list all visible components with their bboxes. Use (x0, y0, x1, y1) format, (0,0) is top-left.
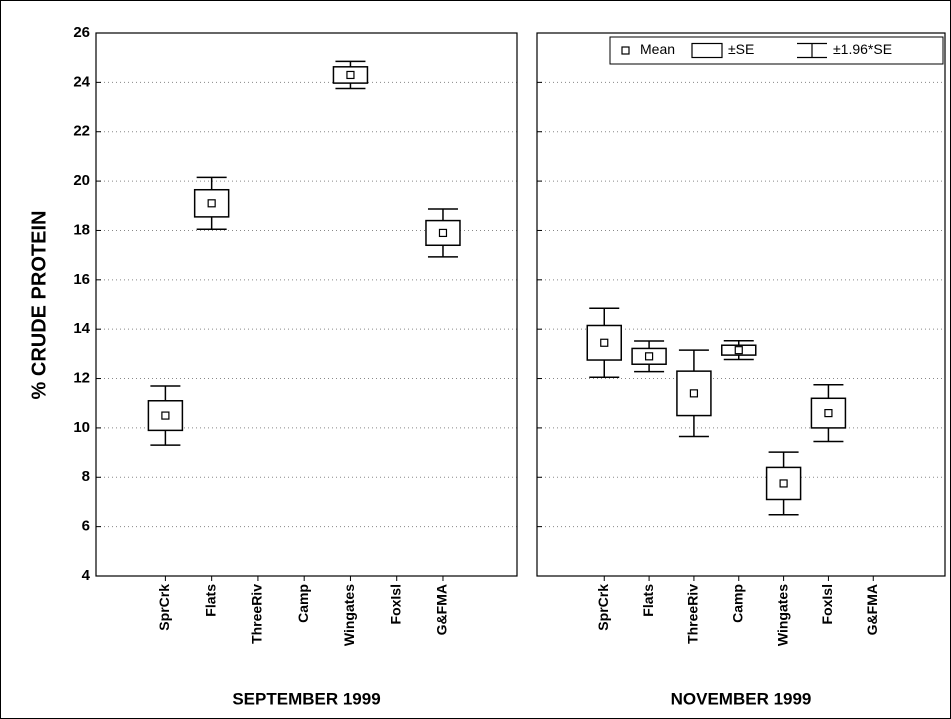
y-tick-label: 10 (73, 419, 90, 436)
x-tick-label: Flats (202, 584, 218, 617)
mean-marker (438, 228, 448, 238)
mean-marker (644, 352, 654, 361)
legend-mean-icon (621, 46, 630, 55)
y-axis-label: % CRUDE PROTEIN (28, 211, 50, 400)
legend-label: ±1.96*SE (833, 41, 892, 57)
y-tick-label: 26 (73, 24, 90, 41)
y-tick-label: 18 (73, 221, 90, 238)
x-tick-label: ThreeRiv (685, 584, 701, 644)
y-tick-label: 22 (73, 123, 90, 140)
mean-marker (689, 389, 699, 398)
x-tick-label: Camp (729, 584, 745, 623)
x-tick-label: SprCrk (595, 584, 611, 631)
x-tick-label: Flats (640, 584, 656, 617)
x-tick-label: G&FMA (864, 584, 880, 635)
x-tick-label: FoxIsl (387, 584, 403, 624)
y-tick-label: 14 (73, 320, 90, 337)
x-axis-label: NOVEMBER 1999 (671, 689, 812, 708)
mean-marker (346, 70, 355, 80)
mean-marker (779, 479, 788, 488)
legend-label: Mean (640, 41, 675, 57)
mean-marker (734, 346, 743, 355)
x-axis-label: SEPTEMBER 1999 (232, 689, 380, 708)
mean-marker (600, 338, 609, 347)
x-tick-label: Wingates (341, 584, 357, 646)
mean-marker (207, 199, 216, 208)
y-tick-label: 16 (73, 271, 90, 288)
y-tick-label: 24 (73, 73, 90, 90)
y-tick-label: 8 (82, 468, 90, 485)
mean-marker (824, 409, 833, 418)
legend-se-icon (691, 42, 723, 59)
x-tick-label: FoxIsl (819, 584, 835, 624)
y-tick-label: 6 (82, 518, 90, 535)
legend-label: ±SE (728, 41, 754, 57)
y-tick-label: 4 (82, 567, 91, 584)
x-tick-label: Camp (295, 584, 311, 623)
x-tick-label: G&FMA (434, 584, 450, 635)
plot-frame (536, 32, 946, 577)
y-tick-label: 12 (73, 370, 90, 387)
x-tick-label: ThreeRiv (249, 584, 265, 644)
legend-frame (609, 36, 944, 65)
plot-frame (95, 32, 518, 577)
mean-marker (161, 411, 170, 420)
y-tick-label: 20 (73, 172, 90, 189)
x-tick-label: Wingates (774, 584, 790, 646)
x-tick-label: SprCrk (156, 584, 172, 631)
